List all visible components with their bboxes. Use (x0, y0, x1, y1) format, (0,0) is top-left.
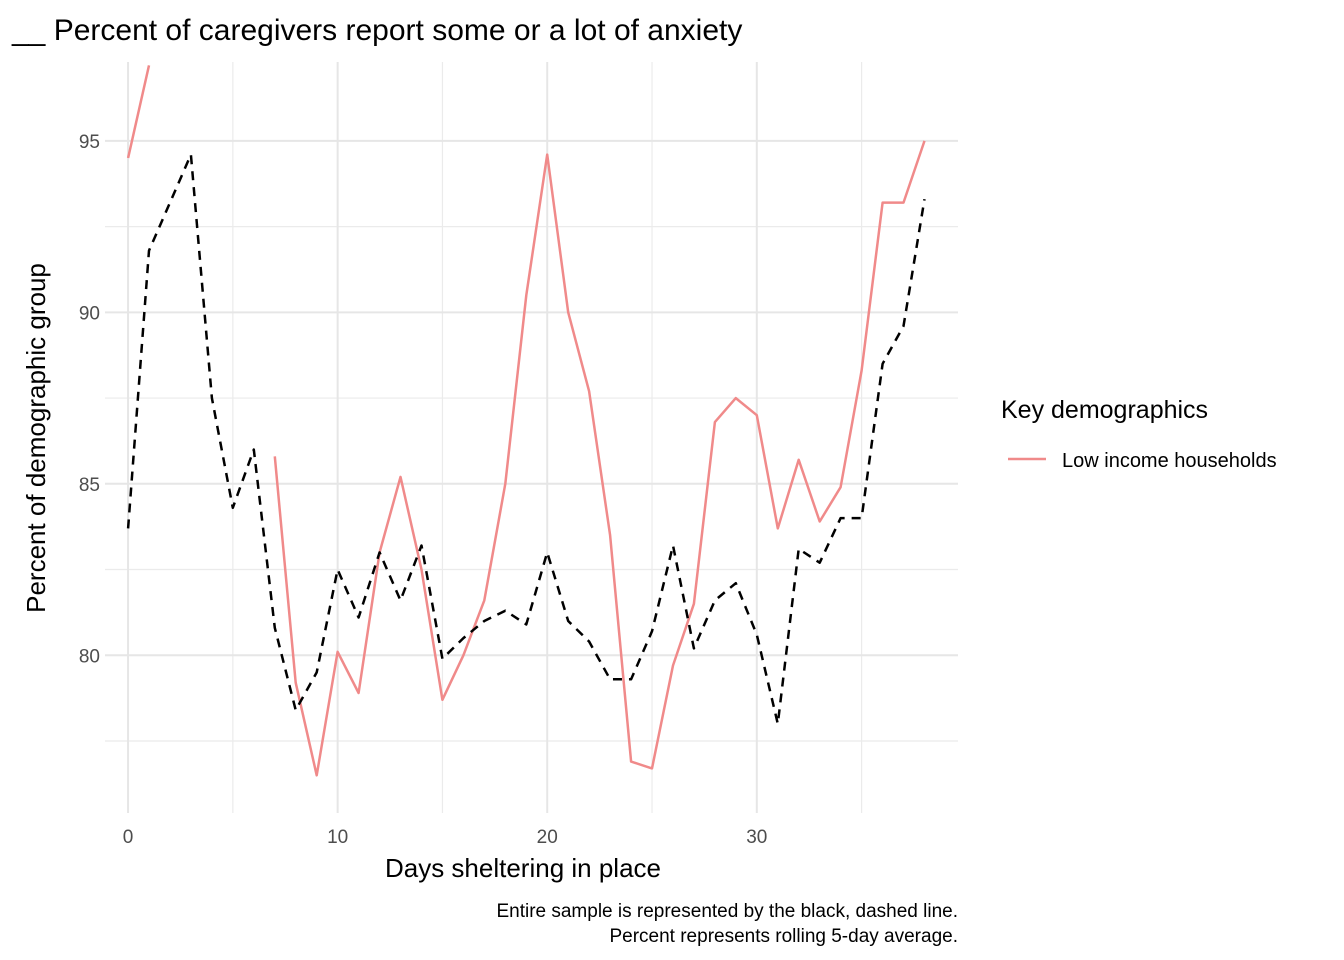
x-tick-labels: 0 10 20 30 (123, 827, 768, 848)
y-tick-label: 90 (79, 303, 100, 324)
legend: Key demographics Low income households (1001, 396, 1277, 472)
grid-minor (105, 62, 958, 813)
y-tick-label: 80 (79, 646, 100, 667)
x-tick-label: 0 (123, 827, 134, 848)
x-tick-label: 10 (327, 827, 348, 848)
x-tick-label: 20 (537, 827, 558, 848)
series-line-low-income-households (126, 65, 926, 777)
x-tick-label: 30 (746, 827, 767, 848)
legend-label-low-income: Low income households (1062, 450, 1277, 472)
caption-line-2: Percent represents rolling 5-day average… (609, 926, 958, 947)
caption-line-1: Entire sample is represented by the blac… (496, 901, 958, 922)
y-tick-labels: 80 85 90 95 (79, 132, 100, 667)
chart-title: __ Percent of caregivers report some or … (11, 14, 742, 47)
grid-major (105, 62, 958, 813)
x-axis-title: Days sheltering in place (385, 853, 661, 883)
y-tick-label: 85 (79, 475, 100, 496)
series-line-entire-sample (126, 153, 926, 726)
series-layer (126, 65, 926, 777)
legend-title: Key demographics (1001, 396, 1208, 424)
y-tick-label: 95 (79, 132, 100, 153)
y-axis-title: Percent of demographic group (21, 263, 51, 613)
